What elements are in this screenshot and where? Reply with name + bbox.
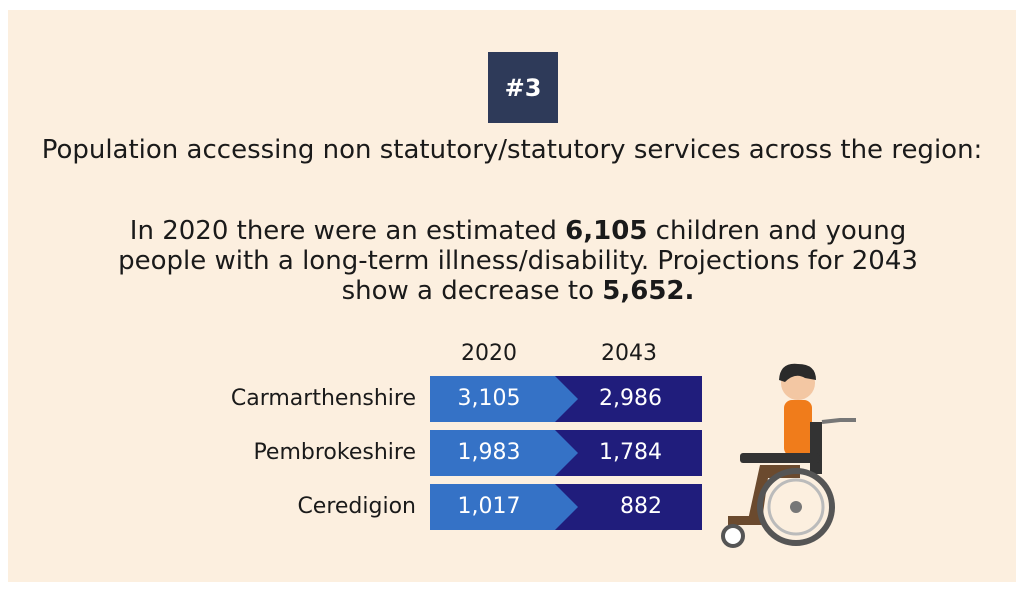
value-2020: 1,983 (458, 440, 521, 465)
wheelchair-figure (723, 364, 856, 546)
caster (723, 526, 743, 546)
value-2043: 882 (620, 494, 662, 519)
row-label: Carmarthenshire (231, 386, 416, 411)
row-label: Ceredigion (297, 494, 416, 519)
shirt (784, 400, 812, 456)
handle (822, 420, 856, 422)
armrest (740, 453, 820, 463)
column-header: 2020 (461, 341, 517, 366)
value-2043: 1,784 (599, 440, 662, 465)
column-header: 2043 (601, 341, 657, 366)
table: 2020 2043 Carmarthenshire 3,105 2,986 Pembrok… (0, 0, 1024, 590)
page: {"badge": "#3", "heading": "Population a… (0, 0, 1024, 590)
value-2020: 3,105 (458, 386, 521, 411)
value-2020: 1,017 (458, 494, 521, 519)
shoes (728, 516, 762, 525)
backrest (810, 422, 822, 474)
hub (790, 501, 802, 513)
value-2043: 2,986 (599, 386, 662, 411)
row-label: Pembrokeshire (253, 440, 416, 465)
